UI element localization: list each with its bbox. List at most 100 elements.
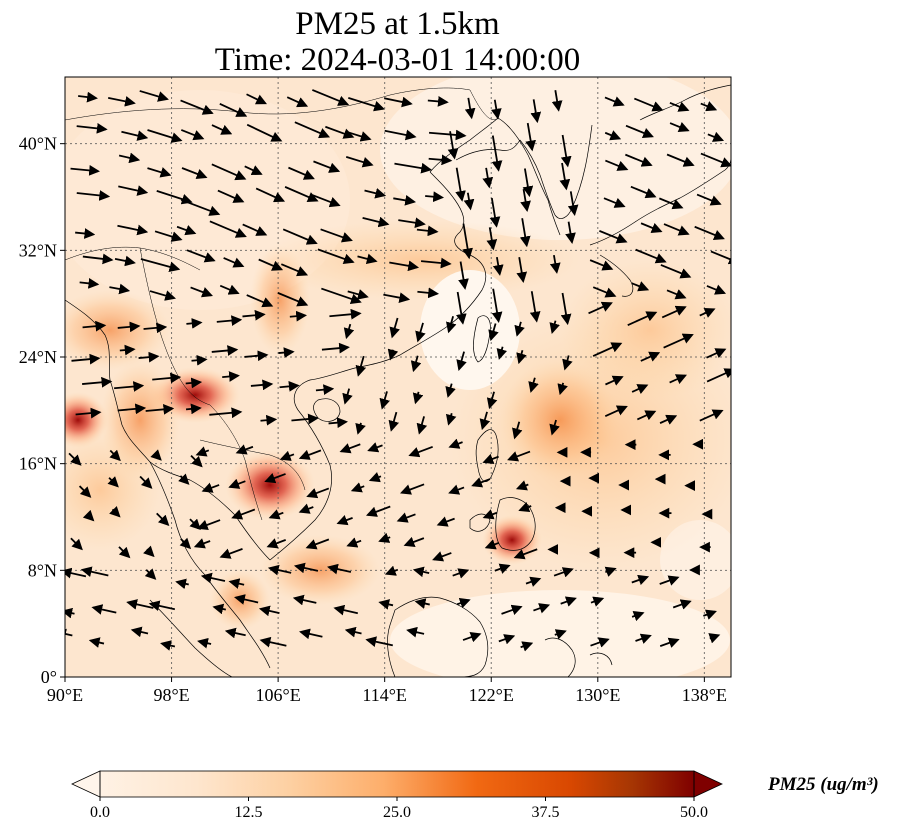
wind-arrow [348,97,386,112]
wind-arrow [516,349,527,365]
wind-arrow [222,371,240,382]
wind-arrow [384,96,413,108]
wind-arrow [696,193,722,206]
wind-arrow [549,254,561,274]
pm25-field [65,77,731,677]
wind-arrow [636,410,657,421]
wind-arrow [631,574,650,586]
wind-arrow [209,407,243,419]
wind-arrow [516,257,528,284]
wind-arrow [258,605,280,617]
wind-arrow [246,294,274,308]
wind-arrow [408,445,433,458]
wind-arrow [700,101,718,112]
wind-arrow [605,375,624,386]
wind-arrow [484,539,500,550]
wind-arrow [525,122,536,152]
wind-arrow [631,384,649,394]
wind-arrow [235,444,254,455]
wind-arrow [242,309,266,321]
wind-arrow [223,257,245,268]
wind-arrow [415,322,426,343]
wind-arrow [700,152,731,168]
wind-arrow [368,472,382,483]
wind-arrow [79,277,100,289]
wind-arrow [328,417,348,429]
wind-arrow [147,167,172,178]
wind-arrow [118,185,149,196]
wind-arrow [144,568,157,580]
wind-arrow [486,391,498,410]
wind-arrow [699,307,716,318]
wind-arrow [448,484,465,495]
wind-vectors [65,89,731,652]
colorbar-body [72,771,694,797]
wind-arrow [80,566,109,578]
wind-arrow [630,185,657,199]
wind-arrow [604,566,617,577]
lon-tick-label: 122°E [469,685,514,705]
wind-arrow [456,597,471,609]
wind-arrow [631,610,645,622]
wind-arrow [306,487,330,499]
map-frame [64,76,732,678]
wind-arrow [389,260,420,272]
wind-arrow [78,91,98,103]
wind-arrow [279,450,295,461]
wind-arrow [559,162,571,191]
wind-arrow [560,292,572,326]
wind-arrow [154,230,183,242]
wind-arrow [448,438,463,449]
wind-arrow [138,351,160,363]
wind-arrow [627,311,658,326]
wind-arrow [186,318,203,329]
wind-arrow [604,130,622,141]
wind-arrow [292,594,317,606]
wind-arrow [246,123,283,142]
wind-arrow [175,578,189,590]
wind-arrow [590,637,610,648]
wind-arrow [284,186,319,203]
wind-arrow [635,633,652,644]
wind-arrow [635,248,667,264]
wind-arrow [246,93,268,105]
wind-arrow [317,248,355,265]
wind-arrow [479,411,491,431]
wind-arrow [242,223,268,236]
wind-arrow [278,347,295,358]
wind-arrow [156,189,193,205]
wind-arrow [333,604,358,616]
wind-arrow [130,626,149,638]
wind-arrow [118,152,141,164]
wind-arrow [394,162,433,174]
wind-arrow [260,414,278,426]
wind-arrow [706,284,727,295]
wind-arrow [244,350,269,362]
wind-arrow [286,96,309,108]
wind-arrow [471,477,491,488]
wind-arrow [663,223,690,236]
wind-arrow [589,259,614,271]
wind-arrow [294,121,331,139]
colorbar: 0.0 12.5 25.0 37.5 50.0 [71,770,723,821]
wind-arrow [143,322,168,334]
wind-arrow [706,368,731,383]
wind-arrow [530,99,542,124]
wind-arrow [149,290,176,301]
wind-arrow [520,641,534,652]
wind-arrow [384,565,399,576]
wind-arrow [231,508,256,520]
wind-arrow [456,291,467,325]
colorbar-extend-max [693,770,723,798]
lon-tick-label: 90°E [47,685,83,705]
wind-arrow [463,192,475,211]
wind-arrow [139,475,153,489]
wind-arrow [291,413,319,425]
wind-arrow [436,516,455,527]
wind-arrow [659,637,680,648]
wind-arrow [266,538,287,549]
wind-arrow [244,165,263,176]
wind-arrow [82,509,95,522]
lat-tick-label: 40°N [19,134,57,154]
